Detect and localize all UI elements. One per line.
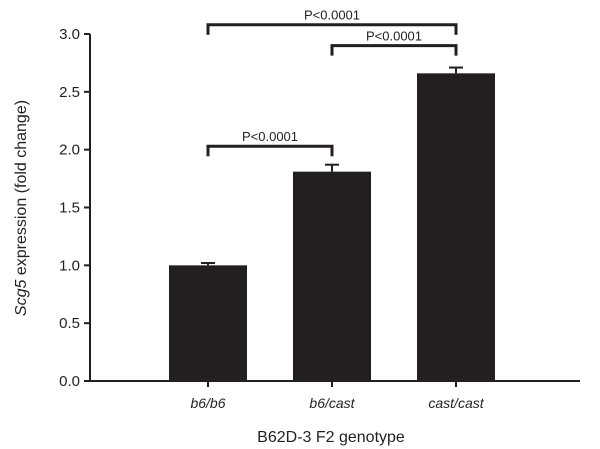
significance-bracket xyxy=(206,23,458,35)
y-axis-title-rest: expression (fold change) xyxy=(13,100,30,280)
bar xyxy=(169,265,247,381)
significance-bracket xyxy=(330,44,458,56)
significance-label: P<0.0001 xyxy=(366,29,422,44)
x-axis-title: B62D-3 F2 genotype xyxy=(257,429,405,446)
y-tick-label: 1.5 xyxy=(59,200,80,217)
y-tick-label: 0.5 xyxy=(59,315,80,332)
significance-label: P<0.0001 xyxy=(242,129,298,144)
x-tick-label: b6/cast xyxy=(309,395,355,411)
y-tick-label: 2.0 xyxy=(59,142,80,159)
y-axis-title: Scg5 expression (fold change) xyxy=(13,100,30,316)
bar xyxy=(293,171,371,381)
y-tick-label: 1.0 xyxy=(59,257,80,274)
y-tick-label: 2.5 xyxy=(59,84,80,101)
y-tick-label: 0.0 xyxy=(59,373,80,390)
significance-bracket xyxy=(206,144,334,157)
significance-brackets: P<0.0001 P<0.0001 P<0.0001 xyxy=(206,8,458,157)
x-tick-label: cast/cast xyxy=(428,395,484,411)
bar xyxy=(417,73,495,382)
bars xyxy=(169,66,495,382)
y-tick-label: 3.0 xyxy=(59,26,80,43)
x-tick-label: b6/b6 xyxy=(190,395,225,411)
significance-label: P<0.0001 xyxy=(304,8,360,23)
y-axis-title-gene: Scg5 xyxy=(13,279,30,316)
